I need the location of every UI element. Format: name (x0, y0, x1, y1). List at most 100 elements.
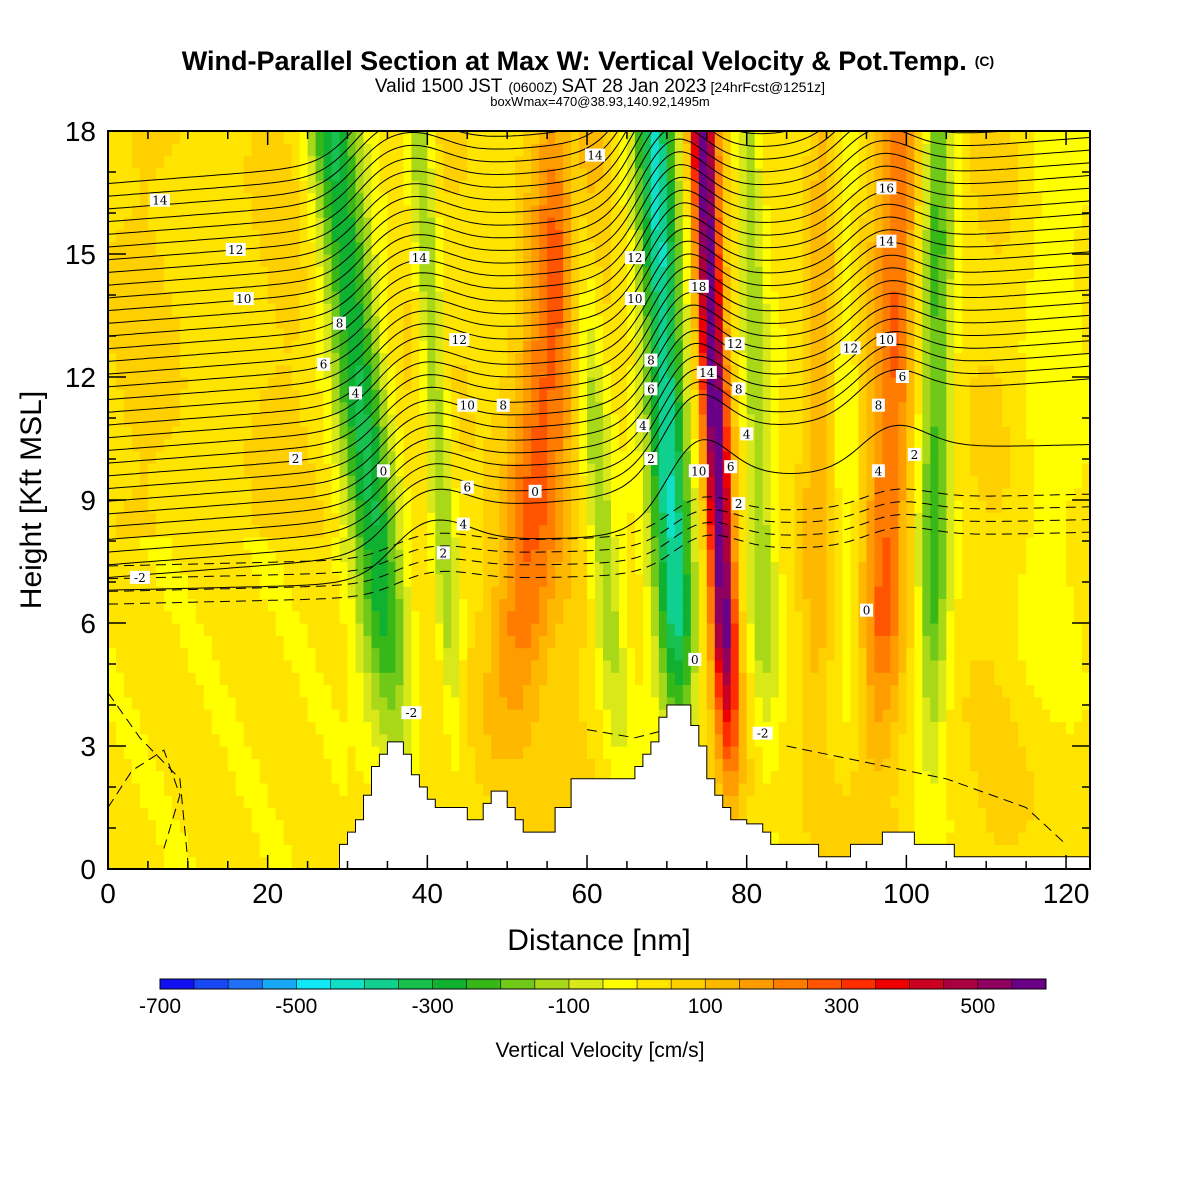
velocity-cell (467, 672, 484, 686)
velocity-cell (108, 659, 117, 673)
velocity-cell (387, 487, 397, 501)
velocity-cell (355, 413, 373, 427)
velocity-cell (914, 192, 923, 206)
velocity-cell (970, 155, 1019, 169)
velocity-cell (874, 266, 884, 280)
velocity-cell (539, 586, 556, 599)
velocity-cell (738, 143, 748, 157)
velocity-cell (858, 438, 868, 452)
velocity-cell (179, 819, 253, 833)
velocity-cell (243, 795, 269, 809)
velocity-cell (802, 746, 828, 759)
velocity-cell (547, 438, 564, 452)
velocity-cell (810, 832, 899, 845)
velocity-cell (507, 413, 516, 427)
velocity-cell (443, 610, 452, 624)
velocity-cell (674, 155, 684, 169)
velocity-cell (579, 229, 588, 243)
velocity-cell (371, 352, 381, 366)
velocity-cell (738, 721, 748, 735)
velocity-cell (890, 586, 899, 599)
velocity-cell (834, 155, 844, 169)
velocity-cell (946, 303, 955, 317)
velocity-cell (914, 524, 923, 538)
velocity-cell (115, 647, 189, 661)
velocity-cell (954, 254, 963, 267)
velocity-cell (411, 204, 420, 218)
velocity-cell (762, 475, 772, 489)
velocity-cell (1018, 598, 1075, 612)
velocity-cell (419, 610, 436, 624)
velocity-cell (978, 782, 1035, 796)
velocity-cell (179, 364, 277, 378)
velocity-cell (602, 426, 612, 440)
velocity-cell (906, 487, 915, 501)
velocity-cell (610, 549, 620, 563)
velocity-cell (642, 266, 652, 280)
velocity-cell (986, 819, 1027, 833)
velocity-cell (1010, 696, 1043, 710)
velocity-cell (906, 303, 915, 317)
velocity-cell (347, 487, 357, 501)
velocity-cell (954, 155, 963, 169)
velocity-cell (331, 192, 349, 206)
velocity-cell (770, 229, 804, 243)
velocity-cell (467, 733, 492, 747)
velocity-cell (587, 413, 604, 427)
svg-text:14: 14 (152, 194, 168, 208)
velocity-cell (515, 167, 532, 181)
velocity-cell (666, 684, 684, 698)
velocity-cell (866, 131, 876, 144)
velocity-cell (874, 278, 884, 292)
velocity-cell (307, 180, 317, 194)
velocity-cell (443, 647, 460, 661)
velocity-cell (842, 155, 860, 169)
velocity-cell (770, 352, 788, 366)
velocity-cell (347, 684, 365, 698)
velocity-cell (419, 782, 484, 796)
velocity-cell (339, 254, 357, 267)
velocity-cell (587, 623, 596, 636)
velocity-cell (930, 524, 939, 538)
velocity-cell (650, 204, 660, 218)
velocity-cell (690, 241, 700, 255)
velocity-cell (690, 536, 700, 550)
colorbar-swatch (568, 979, 604, 989)
velocity-cell (539, 524, 556, 538)
velocity-cell (555, 561, 572, 575)
velocity-cell (978, 487, 1003, 501)
velocity-cell (1074, 254, 1090, 267)
theta-contour-line (108, 305, 1090, 515)
velocity-cell (962, 500, 987, 513)
velocity-cell (1034, 217, 1083, 230)
velocity-cell (770, 524, 780, 538)
velocity-cell (786, 696, 804, 710)
velocity-cell (1026, 389, 1090, 403)
velocity-cell (770, 204, 804, 218)
velocity-cell (507, 561, 516, 575)
velocity-cell (762, 770, 772, 784)
velocity-cell (906, 180, 915, 194)
velocity-cell (722, 746, 732, 759)
velocity-cell (523, 241, 532, 255)
velocity-cell (858, 217, 876, 230)
velocity-cell (642, 143, 652, 157)
velocity-cell (858, 352, 868, 366)
velocity-cell (778, 573, 788, 587)
velocity-cell (491, 586, 508, 599)
velocity-cell (403, 684, 412, 698)
velocity-cell (850, 217, 860, 230)
velocity-cell (387, 549, 397, 563)
velocity-cell (626, 536, 636, 550)
velocity-cell (435, 438, 444, 452)
velocity-cell (626, 364, 636, 378)
velocity-cell (235, 696, 309, 710)
velocity-cell (315, 167, 325, 181)
velocity-cell (682, 524, 692, 538)
velocity-cell (730, 290, 740, 304)
y-axis-label: Height [Kft MSL] (15, 391, 48, 609)
velocity-cell (411, 340, 420, 353)
velocity-cell (411, 536, 428, 550)
velocity-cell (539, 389, 548, 403)
velocity-cell (914, 413, 923, 427)
